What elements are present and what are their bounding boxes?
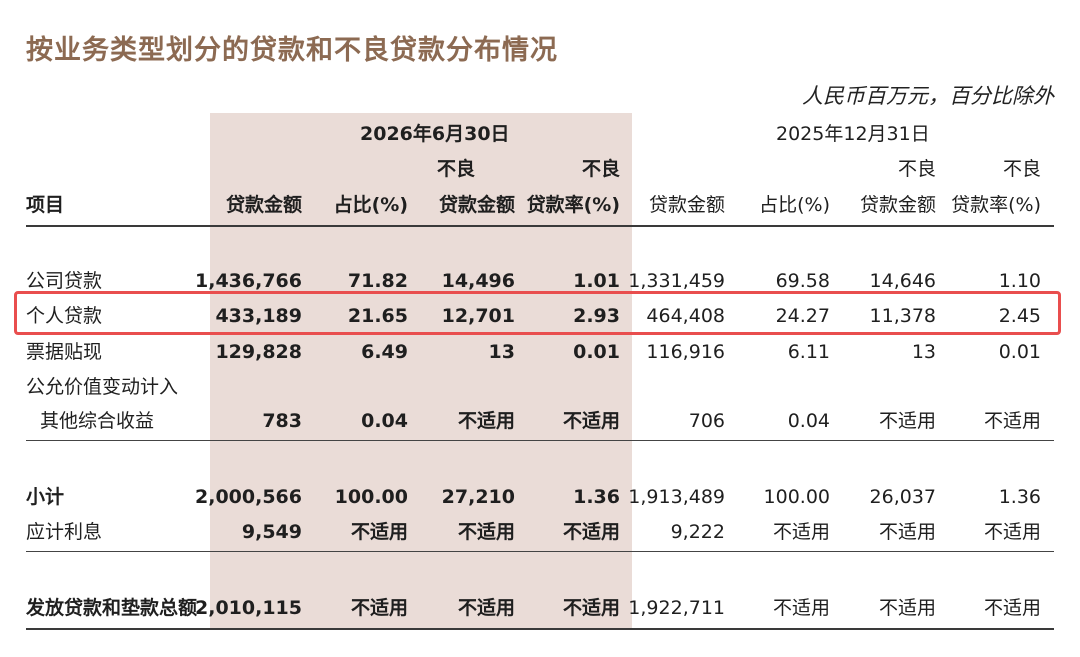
current-period-column-shade bbox=[210, 113, 632, 630]
cell-current-share: 不适用 bbox=[350, 521, 408, 543]
row-label-fvoci-line1: 公允价值变动计入 bbox=[26, 376, 179, 398]
cell-current-npl-rate: 1.36 bbox=[573, 486, 620, 508]
cell-current-amount: 433,189 bbox=[215, 305, 302, 327]
prior-period-header: 2025年12月31日 bbox=[776, 123, 930, 145]
page-title: 按业务类型划分的贷款和不良贷款分布情况 bbox=[26, 35, 558, 66]
cell-prior-npl: 14,646 bbox=[869, 270, 936, 292]
cell-prior-share: 24.27 bbox=[775, 305, 830, 327]
cell-current-share: 100.00 bbox=[334, 486, 408, 508]
cell-prior-npl-rate: 不适用 bbox=[983, 521, 1041, 543]
cell-current-npl-rate: 0.01 bbox=[573, 341, 620, 363]
cell-current-npl-rate: 1.01 bbox=[573, 270, 620, 292]
cell-prior-npl: 不适用 bbox=[878, 521, 936, 543]
row-label-personal-loans: 个人贷款 bbox=[26, 305, 103, 327]
cell-prior-npl-rate: 1.10 bbox=[998, 270, 1041, 292]
header-current-loan-amount: 贷款金额 bbox=[225, 194, 302, 216]
header-current-npl-rate-line1: 不良 bbox=[581, 158, 620, 180]
header-prior-npl-rate: 贷款率(%) bbox=[951, 194, 1041, 216]
unit-note: 人民币百万元，百分比除外 bbox=[802, 84, 1054, 108]
cell-prior-amount: 1,913,489 bbox=[628, 486, 725, 508]
header-prior-share: 占比(%) bbox=[759, 194, 830, 216]
cell-prior-npl-rate: 不适用 bbox=[983, 597, 1041, 619]
cell-prior-amount: 706 bbox=[688, 410, 725, 432]
cell-prior-amount: 116,916 bbox=[646, 341, 725, 363]
cell-current-share: 71.82 bbox=[347, 270, 408, 292]
cell-prior-amount: 1,922,711 bbox=[628, 597, 725, 619]
header-item: 项目 bbox=[26, 194, 65, 216]
header-prior-npl-line1: 不良 bbox=[897, 158, 936, 180]
row-label-accrued-interest: 应计利息 bbox=[26, 521, 103, 543]
header-prior-npl-rate-line1: 不良 bbox=[1002, 158, 1041, 180]
cell-prior-npl: 11,378 bbox=[869, 305, 936, 327]
cell-prior-share: 0.04 bbox=[787, 410, 830, 432]
cell-prior-share: 6.11 bbox=[787, 341, 830, 363]
cell-current-share: 0.04 bbox=[361, 410, 408, 432]
row-label-corporate-loans: 公司贷款 bbox=[26, 270, 103, 292]
cell-prior-npl: 13 bbox=[911, 341, 936, 363]
subtotal-rule bbox=[26, 440, 1054, 441]
cell-prior-npl: 不适用 bbox=[878, 410, 936, 432]
cell-current-npl: 不适用 bbox=[457, 410, 515, 432]
header-prior-loan-amount: 贷款金额 bbox=[648, 194, 725, 216]
total-rule-top bbox=[26, 551, 1054, 552]
highlight-box-personal-loans bbox=[14, 291, 1061, 335]
cell-current-npl-rate: 不适用 bbox=[562, 597, 620, 619]
row-label-subtotal: 小计 bbox=[26, 486, 65, 508]
cell-current-npl-rate: 不适用 bbox=[562, 521, 620, 543]
cell-prior-npl: 不适用 bbox=[878, 597, 936, 619]
header-current-npl-amount: 贷款金额 bbox=[438, 194, 515, 216]
cell-prior-npl-rate: 1.36 bbox=[998, 486, 1041, 508]
header-prior-npl-amount: 贷款金额 bbox=[859, 194, 936, 216]
cell-prior-share: 69.58 bbox=[775, 270, 830, 292]
current-period-header: 2026年6月30日 bbox=[360, 123, 510, 145]
cell-current-share: 21.65 bbox=[347, 305, 408, 327]
cell-prior-npl: 26,037 bbox=[869, 486, 936, 508]
cell-prior-npl-rate: 0.01 bbox=[998, 341, 1041, 363]
cell-current-npl: 13 bbox=[488, 341, 515, 363]
cell-prior-npl-rate: 不适用 bbox=[983, 410, 1041, 432]
row-label-total-loans-advances: 发放贷款和垫款总额 bbox=[26, 597, 198, 619]
cell-current-amount: 2,010,115 bbox=[195, 597, 302, 619]
cell-current-amount: 2,000,566 bbox=[195, 486, 302, 508]
cell-current-amount: 129,828 bbox=[215, 341, 302, 363]
cell-current-amount: 1,436,766 bbox=[195, 270, 302, 292]
cell-current-npl: 不适用 bbox=[457, 521, 515, 543]
header-rule bbox=[26, 225, 1054, 227]
cell-current-npl: 27,210 bbox=[441, 486, 515, 508]
cell-current-amount: 9,549 bbox=[241, 521, 302, 543]
cell-prior-amount: 9,222 bbox=[670, 521, 725, 543]
cell-current-npl: 不适用 bbox=[457, 597, 515, 619]
header-current-share: 占比(%) bbox=[333, 194, 408, 216]
row-label-fvoci: 其他综合收益 bbox=[40, 410, 155, 432]
cell-current-amount: 783 bbox=[262, 410, 302, 432]
total-rule-bottom bbox=[26, 628, 1054, 630]
cell-prior-amount: 1,331,459 bbox=[628, 270, 725, 292]
row-label-discounted-bills: 票据贴现 bbox=[26, 341, 103, 363]
header-current-npl-line1: 不良 bbox=[436, 158, 475, 180]
cell-current-npl: 14,496 bbox=[441, 270, 515, 292]
cell-prior-amount: 464,408 bbox=[646, 305, 725, 327]
cell-current-share: 6.49 bbox=[361, 341, 408, 363]
cell-current-npl-rate: 2.93 bbox=[573, 305, 620, 327]
cell-prior-share: 不适用 bbox=[772, 521, 830, 543]
cell-current-share: 不适用 bbox=[350, 597, 408, 619]
cell-prior-share: 不适用 bbox=[772, 597, 830, 619]
cell-current-npl-rate: 不适用 bbox=[562, 410, 620, 432]
cell-prior-share: 100.00 bbox=[763, 486, 830, 508]
cell-prior-npl-rate: 2.45 bbox=[998, 305, 1041, 327]
header-current-npl-rate: 贷款率(%) bbox=[526, 194, 620, 216]
cell-current-npl: 12,701 bbox=[441, 305, 515, 327]
